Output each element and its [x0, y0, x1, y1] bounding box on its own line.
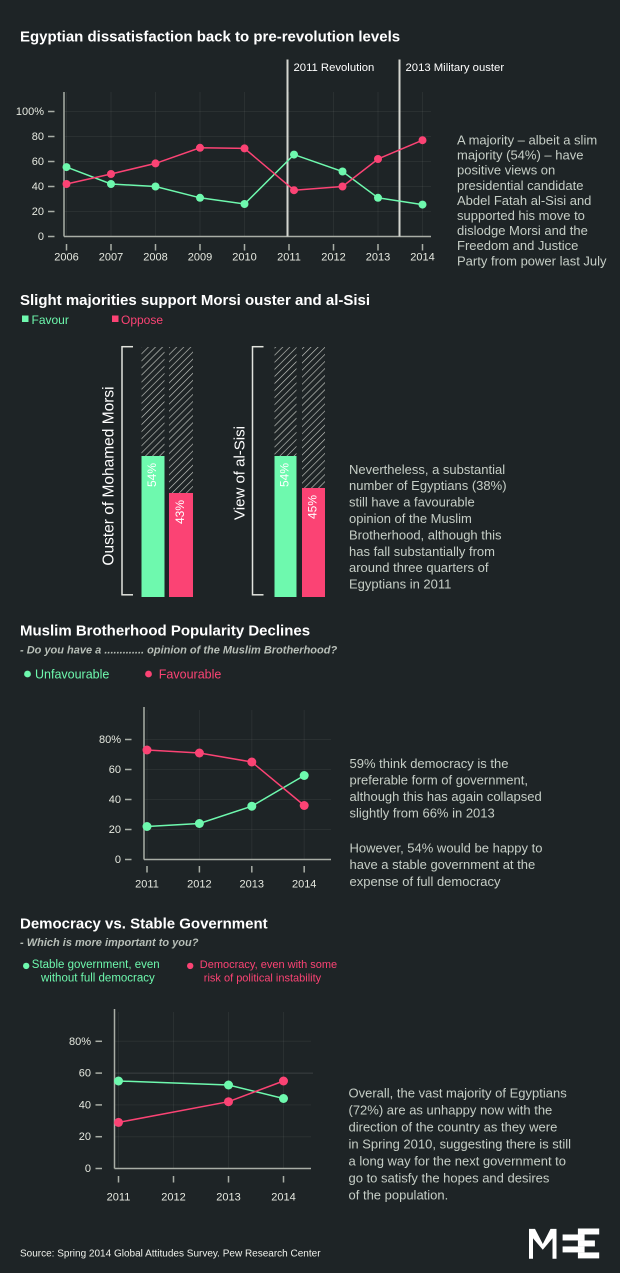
svg-text:60: 60 [79, 1068, 91, 1080]
svg-text:Democracy, even with some: Democracy, even with some [200, 959, 337, 971]
svg-text:54%: 54% [277, 463, 291, 487]
svg-text:2014: 2014 [271, 1192, 295, 1204]
svg-text:2008: 2008 [143, 252, 167, 264]
svg-text:Source: Spring 2014 Global Att: Source: Spring 2014 Global Attitudes Sur… [20, 1249, 321, 1260]
svg-text:2014: 2014 [410, 252, 434, 264]
svg-text:slightly from 66% in 2013: slightly from 66% in 2013 [350, 806, 495, 821]
svg-text:although this has again collap: although this has again collapsed [350, 789, 542, 804]
svg-text:2006: 2006 [54, 252, 78, 264]
svg-text:number of Egyptians (38%): number of Egyptians (38%) [349, 478, 507, 493]
svg-text:in Spring 2010, suggesting the: in Spring 2010, suggesting there is stil… [349, 1136, 572, 1151]
svg-text:Unfavourable: Unfavourable [35, 668, 109, 682]
svg-text:2014: 2014 [292, 879, 316, 891]
svg-text:40: 40 [109, 794, 121, 806]
svg-text:positive views on: positive views on [457, 163, 555, 178]
svg-text:2011: 2011 [277, 252, 301, 264]
svg-text:Favourable: Favourable [159, 668, 222, 682]
svg-text:Democracy vs. Stable Governmen: Democracy vs. Stable Government [20, 916, 268, 933]
svg-text:preferable form of government,: preferable form of government, [350, 773, 528, 788]
svg-text:supported his move to: supported his move to [457, 208, 585, 223]
svg-text:80: 80 [32, 131, 44, 143]
svg-text:risk of political instability: risk of political instability [204, 972, 322, 984]
svg-text:80%: 80% [69, 1036, 91, 1048]
svg-text:expense of full democracy: expense of full democracy [350, 874, 502, 889]
svg-text:Slight majorities support Mors: Slight majorities support Morsi ouster a… [20, 292, 370, 309]
svg-text:has fall substantially from: has fall substantially from [349, 544, 495, 559]
svg-text:2013: 2013 [216, 1192, 240, 1204]
svg-text:2012: 2012 [161, 1192, 185, 1204]
svg-text:presidential candidate: presidential candidate [457, 178, 583, 193]
svg-text:without full democracy: without full democracy [40, 972, 155, 984]
svg-text:2013: 2013 [366, 252, 390, 264]
svg-text:(72%) are as unhappy now with: (72%) are as unhappy now with the [349, 1102, 553, 1117]
svg-text:59% think democracy is the: 59% think democracy is the [350, 756, 509, 771]
svg-text:20: 20 [109, 824, 121, 836]
svg-text:Muslim Brotherhood Popularity: Muslim Brotherhood Popularity Declines [20, 623, 310, 640]
svg-text:2013: 2013 [240, 879, 264, 891]
svg-text:have a stable government at th: have a stable government at the [350, 857, 536, 872]
svg-text:Freedom and Justice: Freedom and Justice [457, 238, 578, 253]
svg-text:go to satisfy the hopes and de: go to satisfy the hopes and desires [349, 1170, 550, 1185]
svg-text:Stable government, even: Stable government, even [32, 959, 160, 971]
svg-text:View of al-Sisi: View of al-Sisi [232, 426, 249, 520]
svg-text:54%: 54% [145, 463, 159, 487]
svg-text:Overall, the vast majority of: Overall, the vast majority of Egyptians [349, 1085, 568, 1100]
svg-text:60: 60 [32, 156, 44, 168]
svg-text:- Do you have a .............: - Do you have a ............. opinion of… [20, 645, 337, 657]
svg-text:45%: 45% [305, 495, 319, 519]
svg-text:Oppose: Oppose [121, 313, 163, 327]
svg-text:2009: 2009 [188, 252, 212, 264]
svg-text:100%: 100% [16, 106, 44, 118]
svg-text:direction of the country as th: direction of the country as they were [349, 1119, 558, 1134]
svg-text:2007: 2007 [99, 252, 123, 264]
svg-text:Nevertheless, a substantial: Nevertheless, a substantial [349, 462, 505, 477]
svg-text:2012: 2012 [187, 879, 211, 891]
svg-text:2011 Revolution: 2011 Revolution [294, 62, 375, 74]
svg-text:dislodge Morsi and the: dislodge Morsi and the [457, 223, 588, 238]
svg-text:0: 0 [115, 854, 121, 866]
svg-text:majority (54%) – have: majority (54%) – have [457, 148, 583, 163]
svg-text:opinion of the Muslim: opinion of the Muslim [349, 511, 472, 526]
svg-text:Favour: Favour [32, 313, 69, 327]
svg-text:Brotherhood, although this: Brotherhood, although this [349, 527, 502, 542]
svg-text:43%: 43% [173, 500, 187, 524]
svg-text:of the population.: of the population. [349, 1187, 449, 1202]
svg-text:Ouster of Mohamed Morsi: Ouster of Mohamed Morsi [101, 386, 118, 565]
svg-text:2012: 2012 [321, 252, 345, 264]
svg-text:80%: 80% [99, 734, 121, 746]
svg-text:40: 40 [79, 1099, 91, 1111]
svg-text:Egyptian dissatisfaction back: Egyptian dissatisfaction back to pre-rev… [20, 29, 400, 46]
svg-text:60: 60 [109, 764, 121, 776]
svg-text:- Which is more important to y: - Which is more important to you? [20, 937, 199, 949]
svg-text:Party from power last July: Party from power last July [457, 253, 607, 268]
svg-text:2013 Military ouster: 2013 Military ouster [406, 62, 505, 74]
svg-text:20: 20 [79, 1131, 91, 1143]
svg-text:40: 40 [32, 181, 44, 193]
svg-text:2010: 2010 [232, 252, 256, 264]
svg-text:a long way for the next govern: a long way for the next government to [349, 1153, 567, 1168]
svg-text:around three quarters of: around three quarters of [349, 560, 489, 575]
svg-text:0: 0 [38, 231, 44, 243]
svg-text:Egyptians in 2011: Egyptians in 2011 [349, 577, 451, 592]
svg-text:A majority – albeit a slim: A majority – albeit a slim [457, 133, 597, 148]
svg-text:2011: 2011 [135, 879, 159, 891]
svg-text:Abdel Fatah al-Sisi and: Abdel Fatah al-Sisi and [457, 193, 591, 208]
svg-text:However, 54% would be happy to: However, 54% would be happy to [350, 841, 543, 856]
svg-text:2011: 2011 [107, 1192, 131, 1204]
svg-text:20: 20 [32, 206, 44, 218]
svg-text:0: 0 [85, 1163, 91, 1175]
svg-text:still have a favourable: still have a favourable [349, 495, 475, 510]
